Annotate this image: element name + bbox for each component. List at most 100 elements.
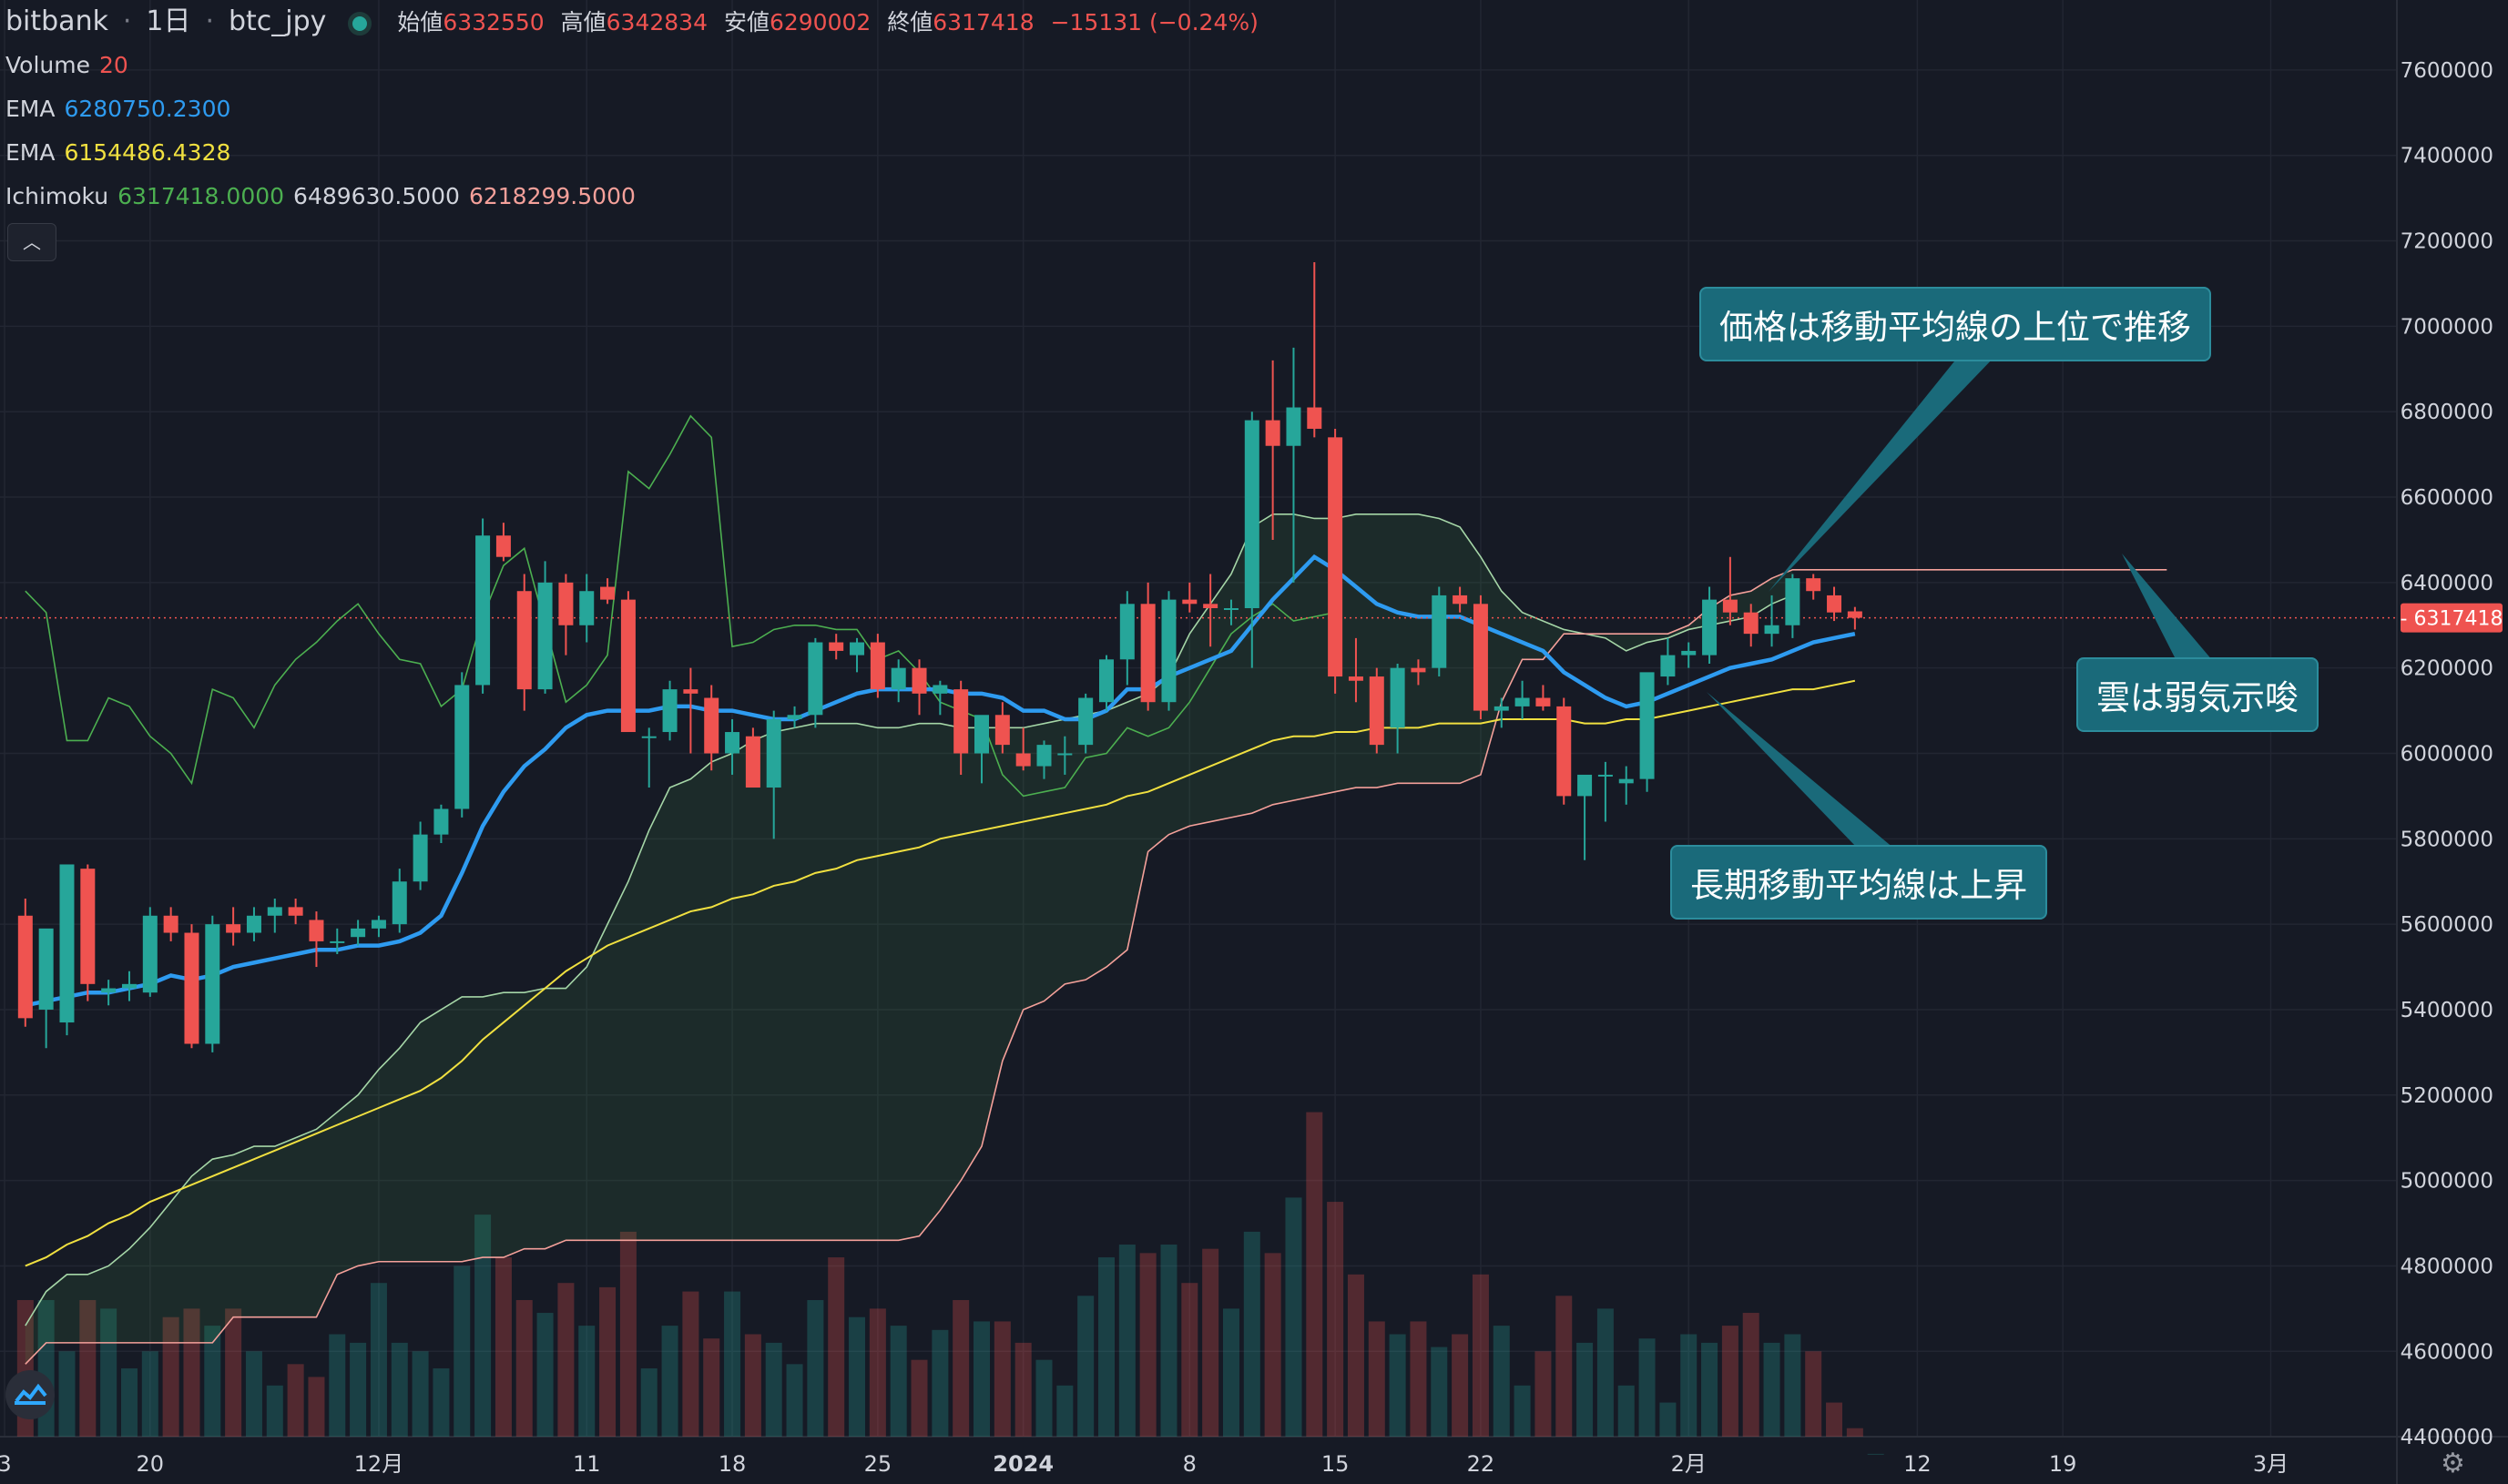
candle-body-63 [1328, 437, 1343, 677]
price-tick-1: 4600000 [2401, 1340, 2493, 1364]
interval[interactable]: 1日 [146, 5, 191, 37]
volume-bar-39 [828, 1257, 845, 1437]
candle-63 [1328, 428, 1343, 694]
candle-body-81 [1702, 599, 1718, 656]
volume-bar-2 [58, 1351, 76, 1437]
annotation-long-ma-rising[interactable]: 長期移動平均線は上昇 [1670, 845, 2047, 920]
candle-body-8 [184, 932, 199, 1044]
candle-body-21 [454, 685, 470, 809]
volume-bar-41 [869, 1308, 886, 1437]
price-tick-5: 5400000 [2401, 999, 2493, 1022]
volume-bar-20 [433, 1368, 450, 1437]
candle-body-17 [371, 920, 386, 929]
candle-53 [1119, 591, 1135, 686]
volume-bar-85 [1784, 1334, 1801, 1437]
candle-body-82 [1722, 599, 1738, 613]
volume-bar-51 [1077, 1296, 1095, 1437]
annotation-cloud-bearish[interactable]: 雲は弱気示唆 [2076, 657, 2319, 732]
candle-body-13 [288, 907, 303, 916]
candle-41 [870, 634, 885, 698]
candle-58 [1223, 599, 1239, 625]
time-tick-3: 11 [573, 1451, 601, 1477]
price-axis: 4400000 4600000 4800000 5000000 5200000 54000… [2401, 59, 2503, 1449]
price-tick-7: 5800000 [2401, 828, 2493, 851]
candle-70 [1473, 595, 1488, 719]
candle-body-44 [933, 685, 948, 694]
candle-body-73 [1535, 697, 1551, 706]
candle-body-87 [1827, 595, 1842, 613]
volume-bar-76 [1596, 1308, 1614, 1437]
candle-85 [1785, 574, 1800, 638]
collapse-legend-button[interactable]: ︿ [7, 223, 56, 261]
candle-body-66 [1390, 667, 1405, 728]
volume-bar-63 [1327, 1202, 1344, 1437]
candle-body-58 [1223, 608, 1239, 610]
change-value: −15131 (−0.24%) [1050, 9, 1259, 36]
candle-72 [1514, 680, 1530, 719]
candle-76 [1597, 761, 1613, 822]
time-tick-6: 2024 [993, 1451, 1054, 1477]
candle-71 [1494, 697, 1509, 728]
ema-short-value: 6280750.2300 [64, 96, 231, 122]
volume-bar-15 [329, 1334, 346, 1437]
candle-body-14 [309, 920, 324, 941]
candle-62 [1307, 262, 1322, 438]
candle-body-86 [1806, 578, 1821, 592]
candle-body-39 [829, 642, 844, 651]
ichimoku-legend[interactable]: Ichimoku 6317418.0000 6489630.5000 6218299.… [5, 175, 1268, 219]
volume-bar-28 [599, 1286, 617, 1437]
candle-body-51 [1078, 697, 1094, 746]
candle-body-20 [433, 808, 449, 835]
volume-bar-18 [391, 1342, 408, 1437]
volume-bar-24 [515, 1299, 533, 1437]
price-tick-11: 6600000 [2401, 486, 2493, 510]
candle-56 [1182, 582, 1198, 613]
candle-body-74 [1556, 706, 1572, 797]
candle-body-46 [974, 715, 990, 754]
volume-bar-23 [494, 1257, 512, 1437]
volume-bar-19 [412, 1351, 429, 1437]
volume-legend[interactable]: Volume 20 [5, 44, 1268, 87]
candle-body-83 [1743, 612, 1759, 635]
candle-body-67 [1411, 667, 1426, 673]
ichimoku-value-2: 6489630.5000 [293, 183, 460, 209]
candle-body-7 [163, 915, 178, 933]
ema-short-legend[interactable]: EMA 6280750.2300 [5, 87, 1268, 131]
candle-body-72 [1514, 697, 1530, 706]
tradingview-logo-icon[interactable] [5, 1370, 55, 1419]
volume-bar-5 [120, 1368, 138, 1437]
price-tick-6: 5600000 [2401, 913, 2493, 937]
open-value: 6332550 [443, 9, 545, 36]
low-label: 安値 [723, 9, 770, 36]
price-tick-0: 4400000 [2401, 1426, 2493, 1449]
candle-body-0 [17, 915, 33, 1019]
volume-bar-16 [350, 1342, 367, 1437]
gear-icon[interactable]: ⚙ [2441, 1448, 2465, 1479]
volume-bar-29 [619, 1231, 637, 1437]
candle-body-53 [1119, 604, 1135, 660]
candle-28 [600, 578, 616, 605]
candle-6 [142, 907, 158, 997]
candle-74 [1556, 697, 1572, 805]
ema-long-name: EMA [5, 139, 56, 166]
price-tick-9: 6200000 [2401, 657, 2493, 681]
candle-81 [1702, 586, 1718, 664]
symbol-name[interactable]: btc_jpy [228, 5, 327, 37]
ema-long-legend[interactable]: EMA 6154486.4328 [5, 131, 1268, 175]
candle-82 [1722, 556, 1738, 625]
candle-body-34 [725, 732, 740, 754]
candle-43 [912, 659, 927, 716]
volume-bar-62 [1306, 1112, 1323, 1437]
candle-body-69 [1453, 595, 1468, 605]
candle-body-41 [870, 642, 885, 690]
candle-body-3 [80, 869, 96, 984]
volume-bar-87 [1826, 1402, 1843, 1437]
candle-50 [1057, 736, 1073, 775]
exchange-name[interactable]: bitbank [5, 5, 108, 37]
candle-49 [1036, 740, 1052, 779]
volume-bar-27 [578, 1326, 596, 1437]
candle-13 [288, 899, 303, 925]
annotation-price-above-ma[interactable]: 価格は移動平均線の上位で推移 [1699, 287, 2211, 361]
candle-24 [516, 574, 532, 711]
